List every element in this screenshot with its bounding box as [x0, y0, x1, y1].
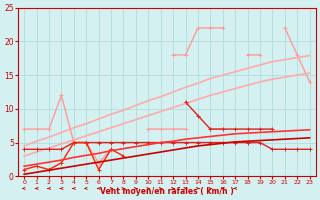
X-axis label: Vent moyen/en rafales ( km/h ): Vent moyen/en rafales ( km/h ): [100, 187, 234, 196]
